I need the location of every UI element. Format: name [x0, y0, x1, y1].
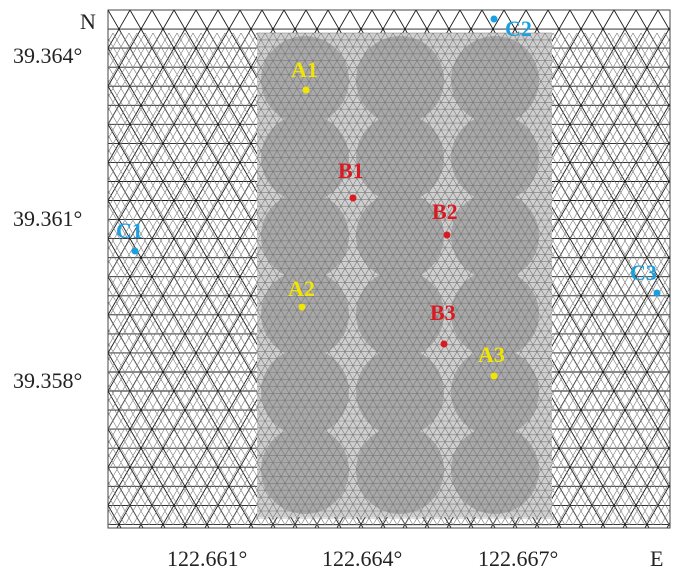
lat-tick-3: 39.358°: [13, 368, 82, 393]
lon-tick-1: 122.661°: [167, 546, 247, 571]
fine-mesh-lines: [108, 32, 670, 526]
point-label-b3: B3: [430, 300, 456, 325]
sample-points: A1 A2 A3 B1 B2 B3 C1 C2 C3: [116, 15, 661, 380]
refined-mesh-zones: [108, 32, 670, 526]
point-marker-c3: [653, 289, 661, 297]
lat-tick-2: 39.361°: [13, 206, 82, 231]
east-label: E: [650, 546, 663, 571]
point-marker-b2: [443, 231, 451, 239]
point-label-c1: C1: [116, 218, 143, 243]
point-label-c2: C2: [505, 16, 532, 41]
lat-tick-1: 39.364°: [13, 43, 82, 68]
point-marker-b3: [440, 340, 448, 348]
refined-circle: [261, 270, 349, 358]
point-marker-a3: [490, 372, 498, 380]
point-label-b2: B2: [432, 199, 458, 224]
point-label-a2: A2: [288, 276, 315, 301]
point-label-c3: C3: [630, 260, 657, 285]
refined-circle: [451, 192, 539, 280]
lon-tick-2: 122.664°: [322, 546, 402, 571]
map-frame: [107, 9, 671, 529]
point-marker-c2: [490, 15, 498, 23]
refined-circle: [356, 192, 444, 280]
refined-circle: [451, 426, 539, 514]
north-label: N: [80, 9, 96, 34]
point-label-b1: B1: [338, 158, 364, 183]
fine-mesh: [108, 32, 670, 526]
point-marker-c1: [131, 247, 139, 255]
point-marker-b1: [349, 194, 357, 202]
refined-circle: [261, 426, 349, 514]
point-label-a1: A1: [291, 57, 318, 82]
refined-circle: [356, 36, 444, 124]
point-marker-a1: [302, 86, 310, 94]
point-label-a3: A3: [478, 342, 505, 367]
point-marker-a2: [298, 303, 306, 311]
lon-tick-3: 122.667°: [478, 546, 558, 571]
